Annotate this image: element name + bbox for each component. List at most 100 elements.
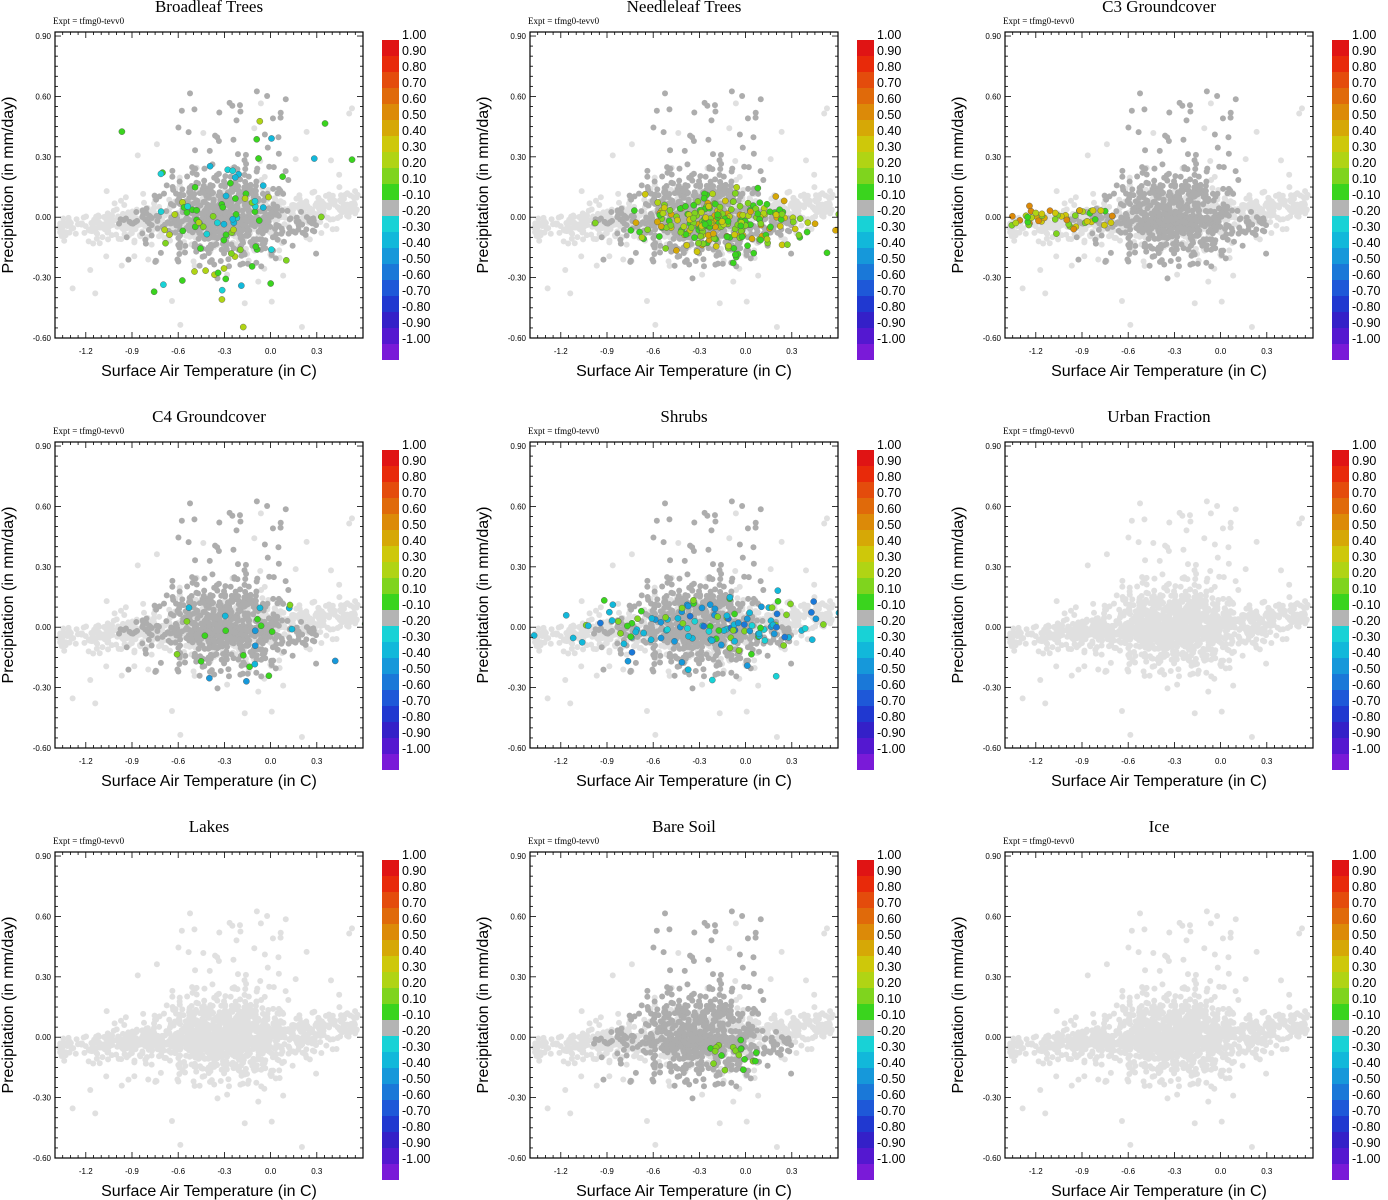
point-highlight bbox=[709, 190, 716, 198]
point-highlight bbox=[654, 199, 662, 206]
point-light bbox=[1055, 236, 1062, 243]
point-light bbox=[131, 253, 138, 260]
point-light bbox=[736, 173, 743, 180]
point-highlight bbox=[697, 232, 704, 240]
point-neutral bbox=[259, 190, 266, 197]
colorbar-swatch bbox=[857, 88, 874, 104]
point-neutral bbox=[707, 178, 714, 185]
point-light bbox=[746, 195, 753, 202]
point-neutral bbox=[270, 185, 277, 192]
colorbar-label: -0.50 bbox=[877, 252, 906, 266]
point-light bbox=[103, 253, 110, 260]
colorbar-label: -0.10 bbox=[402, 188, 431, 202]
point-neutral bbox=[176, 178, 183, 185]
point-light bbox=[81, 229, 88, 236]
point-highlight bbox=[654, 218, 661, 226]
point-neutral bbox=[280, 238, 287, 245]
point-neutral bbox=[626, 192, 633, 199]
point-light bbox=[778, 128, 785, 135]
point-light bbox=[1072, 194, 1079, 201]
point-light bbox=[113, 206, 120, 213]
y-axis-label: Precipitation (in mm/day) bbox=[475, 97, 492, 274]
point-neutral bbox=[1203, 259, 1210, 266]
point-light bbox=[1084, 152, 1091, 159]
point-light bbox=[1299, 202, 1306, 209]
point-highlight bbox=[232, 195, 239, 202]
colorbar-swatch bbox=[382, 296, 399, 312]
point-light bbox=[121, 202, 128, 209]
point-neutral bbox=[744, 115, 751, 122]
colorbar-label: -0.60 bbox=[402, 268, 431, 282]
point-highlight bbox=[748, 235, 756, 242]
colorbar-label: 0.10 bbox=[877, 172, 901, 186]
point-neutral bbox=[242, 232, 249, 239]
point-highlight bbox=[682, 203, 689, 210]
point-neutral bbox=[750, 134, 757, 141]
colorbar-label: -1.00 bbox=[877, 332, 906, 346]
point-light bbox=[93, 229, 100, 236]
y-tick-label: -0.30 bbox=[508, 274, 527, 283]
point-neutral bbox=[1192, 166, 1199, 173]
point-light bbox=[798, 222, 805, 229]
point-highlight bbox=[179, 227, 187, 235]
point-light bbox=[329, 192, 336, 199]
point-light bbox=[321, 203, 328, 210]
point-light bbox=[327, 216, 334, 223]
point-light bbox=[796, 203, 803, 210]
point-light bbox=[1103, 141, 1110, 148]
point-neutral bbox=[1220, 185, 1227, 192]
point-neutral bbox=[251, 223, 258, 230]
point-neutral bbox=[690, 170, 697, 177]
point-neutral bbox=[653, 107, 660, 114]
point-neutral bbox=[739, 144, 746, 151]
point-highlight bbox=[641, 191, 649, 198]
point-light bbox=[1243, 195, 1250, 202]
y-tick-label: 0.30 bbox=[35, 153, 51, 162]
point-highlight bbox=[228, 250, 235, 257]
point-neutral bbox=[1075, 256, 1082, 263]
point-light bbox=[92, 290, 99, 297]
point-light bbox=[1068, 262, 1075, 269]
point-highlight bbox=[724, 218, 732, 225]
point-highlight bbox=[661, 204, 668, 212]
point-neutral bbox=[1214, 144, 1221, 151]
colorbar-label: 0.30 bbox=[402, 140, 426, 154]
point-highlight bbox=[203, 230, 211, 238]
point-light bbox=[1279, 192, 1286, 199]
x-tick-label: -0.6 bbox=[646, 347, 660, 356]
point-neutral bbox=[156, 193, 163, 200]
point-neutral bbox=[212, 132, 219, 139]
point-neutral bbox=[195, 235, 202, 242]
point-highlight bbox=[191, 223, 199, 231]
colorbar-swatch bbox=[857, 152, 874, 168]
point-neutral bbox=[306, 218, 313, 225]
point-neutral bbox=[154, 217, 161, 224]
colorbar-label: 0.20 bbox=[877, 156, 901, 170]
point-light bbox=[115, 235, 122, 242]
point-neutral bbox=[145, 226, 152, 233]
point-highlight bbox=[811, 220, 819, 228]
point-light bbox=[1242, 156, 1249, 163]
point-highlight bbox=[220, 220, 228, 228]
point-light bbox=[1230, 272, 1237, 279]
point-neutral bbox=[623, 232, 630, 239]
point-highlight bbox=[772, 193, 780, 200]
point-neutral bbox=[139, 230, 146, 237]
colorbar-label: -1.00 bbox=[402, 332, 431, 346]
point-neutral bbox=[236, 102, 243, 109]
point-light bbox=[292, 156, 299, 163]
point-neutral bbox=[152, 258, 159, 265]
point-highlight bbox=[230, 226, 237, 234]
point-highlight bbox=[253, 136, 261, 143]
point-highlight bbox=[732, 251, 739, 259]
point-light bbox=[251, 125, 258, 132]
point-neutral bbox=[175, 258, 182, 265]
colorbar: 1.000.900.800.700.600.500.400.300.200.10… bbox=[382, 28, 431, 360]
colorbar-swatch bbox=[857, 104, 874, 120]
point-light bbox=[824, 202, 831, 209]
point-light bbox=[85, 226, 92, 233]
point-neutral bbox=[269, 115, 276, 122]
point-highlight bbox=[251, 197, 259, 205]
point-light bbox=[555, 214, 562, 221]
point-light bbox=[568, 229, 575, 236]
